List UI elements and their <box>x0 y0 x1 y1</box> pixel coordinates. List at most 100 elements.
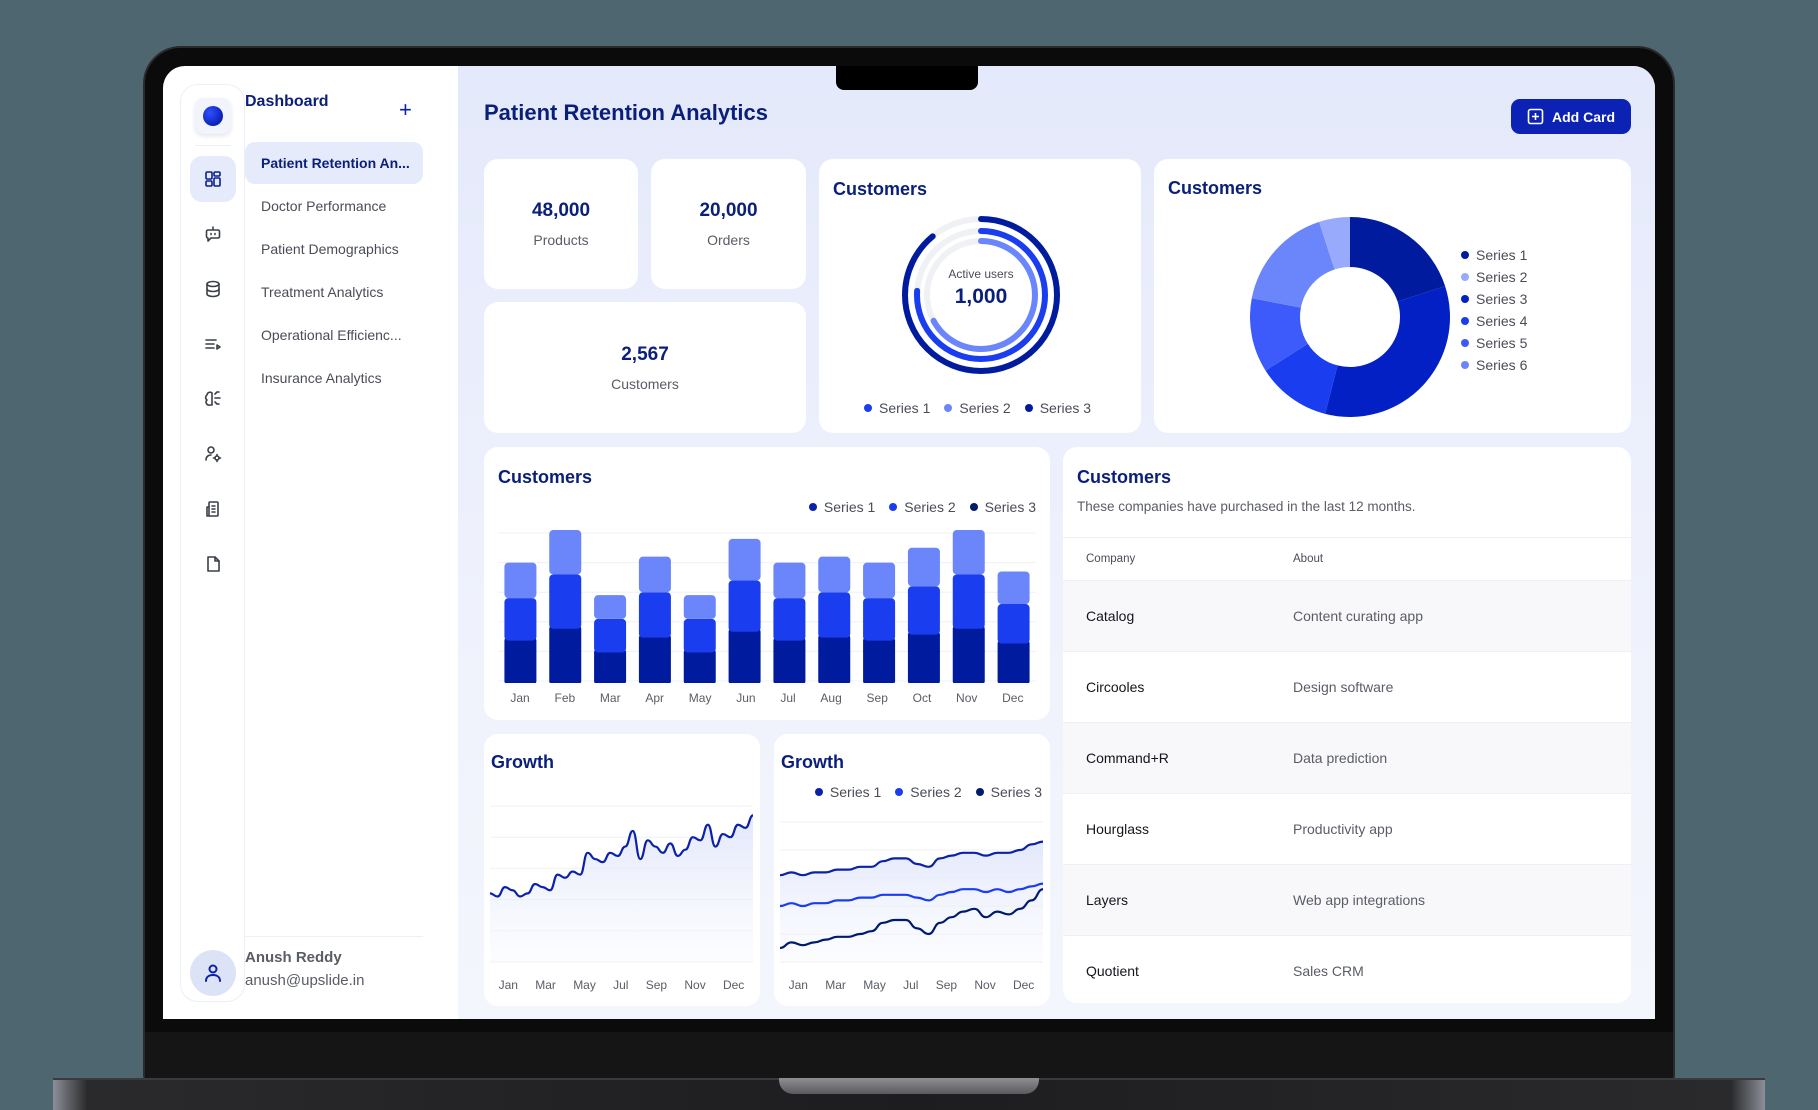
rail-file-button[interactable] <box>190 541 236 587</box>
table-title: Customers <box>1077 467 1172 487</box>
table-row[interactable]: Command+R Data prediction <box>1063 722 1631 794</box>
logo-icon <box>203 106 223 126</box>
bar-segment[interactable] <box>683 618 716 653</box>
donut-slice[interactable] <box>1325 286 1450 417</box>
bar-segment[interactable] <box>773 598 806 641</box>
bar-segment[interactable] <box>773 562 806 599</box>
bar-segment[interactable] <box>952 530 985 575</box>
bar-segment[interactable] <box>594 648 627 683</box>
table-row[interactable]: Quotient Sales CRM <box>1063 935 1631 1003</box>
bar-segment[interactable] <box>683 595 716 619</box>
bar-segment[interactable] <box>549 624 582 683</box>
bar-chart-card: Customers Series 1 Series 2 Series 3 Jan… <box>484 447 1050 720</box>
bar-segment[interactable] <box>997 639 1030 683</box>
radial-chart-title: Customers <box>833 179 928 199</box>
legend-item: Series 3 <box>975 784 1042 800</box>
legend-item: Series 6 <box>1461 357 1527 373</box>
bar-segment[interactable] <box>728 538 761 581</box>
table-row[interactable]: Hourglass Productivity app <box>1063 793 1631 865</box>
bar-x-axis: Jan Feb Mar Apr May Jun Jul Aug Sep Oct Nov Dec <box>510 691 1024 705</box>
table-subtitle: These companies have purchased in the la… <box>1077 499 1416 514</box>
bar-segment[interactable] <box>863 562 896 599</box>
bar-segment[interactable] <box>549 530 582 575</box>
bar-segment[interactable] <box>638 633 671 683</box>
database-icon <box>206 280 220 298</box>
bar-segment[interactable] <box>818 556 851 593</box>
bar-segment[interactable] <box>773 636 806 683</box>
user-settings-icon <box>205 446 222 463</box>
rail-bot-button[interactable] <box>190 211 236 257</box>
legend-item: Series 1 <box>808 499 875 515</box>
bar-segment[interactable] <box>638 592 671 638</box>
bar-segment[interactable] <box>952 624 985 683</box>
pie-chart-title: Customers <box>1168 178 1263 198</box>
dashboard-icon <box>205 171 221 187</box>
nav-panel: Dashboard + Patient Retention An... Doct… <box>245 66 458 1019</box>
nav-item-treatment-analytics[interactable]: Treatment Analytics <box>261 284 384 300</box>
rail-user-settings-button[interactable] <box>190 431 236 477</box>
legend-item: Series 2 <box>889 499 956 515</box>
user-avatar[interactable] <box>190 950 236 996</box>
table-row[interactable]: Catalog Content curating app <box>1063 580 1631 652</box>
growth-line-chart-1 <box>490 805 753 963</box>
legend-item: Series 2 <box>895 784 962 800</box>
add-card-button[interactable]: Add Card <box>1511 99 1631 134</box>
user-profile[interactable]: Anush Reddy anush@upslide.in <box>245 936 423 989</box>
bar-segment[interactable] <box>594 595 627 619</box>
bar-segment[interactable] <box>952 574 985 629</box>
bar-segment[interactable] <box>504 598 537 641</box>
rail-divider <box>195 145 231 146</box>
bar-segment[interactable] <box>818 592 851 638</box>
bar-legend: Series 1 Series 2 Series 3 <box>808 499 1036 515</box>
donut-slice[interactable] <box>1350 217 1446 302</box>
donut-slice[interactable] <box>1265 343 1338 414</box>
table-row[interactable]: Circooles Design software <box>1063 651 1631 723</box>
rail-building-button[interactable] <box>190 486 236 532</box>
bar-segment[interactable] <box>728 580 761 632</box>
table-row[interactable]: Layers Web app integrations <box>1063 864 1631 936</box>
nav-item-patient-demographics[interactable]: Patient Demographics <box>261 241 399 257</box>
bar-segment[interactable] <box>907 586 940 635</box>
bar-segment[interactable] <box>863 598 896 641</box>
bar-segment[interactable] <box>683 648 716 683</box>
main-content: Patient Retention Analytics Add Card 48,… <box>458 66 1655 1019</box>
kpi-customers-card: 2,567 Customers <box>484 302 806 433</box>
bar-segment[interactable] <box>997 571 1030 605</box>
laptop-chin <box>145 1032 1673 1078</box>
legend-item: Series 1 <box>814 784 881 800</box>
nav-item-patient-retention[interactable]: Patient Retention An... <box>245 142 423 184</box>
column-header-company[interactable]: Company <box>1063 537 1293 581</box>
user-icon <box>205 964 221 982</box>
nav-item-operational-efficiency[interactable]: Operational Efficienc... <box>261 327 402 343</box>
nav-item-insurance-analytics[interactable]: Insurance Analytics <box>261 370 382 386</box>
kpi-customers-value: 2,567 <box>621 343 669 365</box>
growth-2-title: Growth <box>781 752 844 772</box>
legend-item: Series 1 <box>864 400 930 416</box>
rail-dashboard-button[interactable] <box>190 156 236 202</box>
line-series <box>780 888 1043 950</box>
bar-segment[interactable] <box>863 636 896 683</box>
app-logo[interactable] <box>195 98 231 134</box>
rail-playlist-button[interactable] <box>190 321 236 367</box>
rail-brain-button[interactable] <box>190 376 236 422</box>
bar-segment[interactable] <box>638 556 671 593</box>
bar-segment[interactable] <box>907 630 940 683</box>
bar-segment[interactable] <box>728 627 761 683</box>
user-name: Anush Reddy <box>245 949 342 966</box>
bar-segment[interactable] <box>594 618 627 653</box>
bar-segment[interactable] <box>549 574 582 629</box>
bar-segment[interactable] <box>907 547 940 587</box>
bar-segment[interactable] <box>818 633 851 683</box>
rail-database-button[interactable] <box>190 266 236 312</box>
column-header-about[interactable]: About <box>1293 537 1631 581</box>
add-dashboard-button[interactable]: + <box>399 97 412 122</box>
bar-segment[interactable] <box>504 562 537 599</box>
line-series <box>490 814 753 898</box>
bar-segment[interactable] <box>504 636 537 683</box>
donut-slice[interactable] <box>1250 298 1308 371</box>
donut-slice[interactable] <box>1319 217 1350 270</box>
donut-slice[interactable] <box>1251 221 1335 308</box>
bar-segment[interactable] <box>997 604 1030 644</box>
icon-rail <box>180 84 245 1002</box>
nav-item-doctor-performance[interactable]: Doctor Performance <box>261 198 387 214</box>
